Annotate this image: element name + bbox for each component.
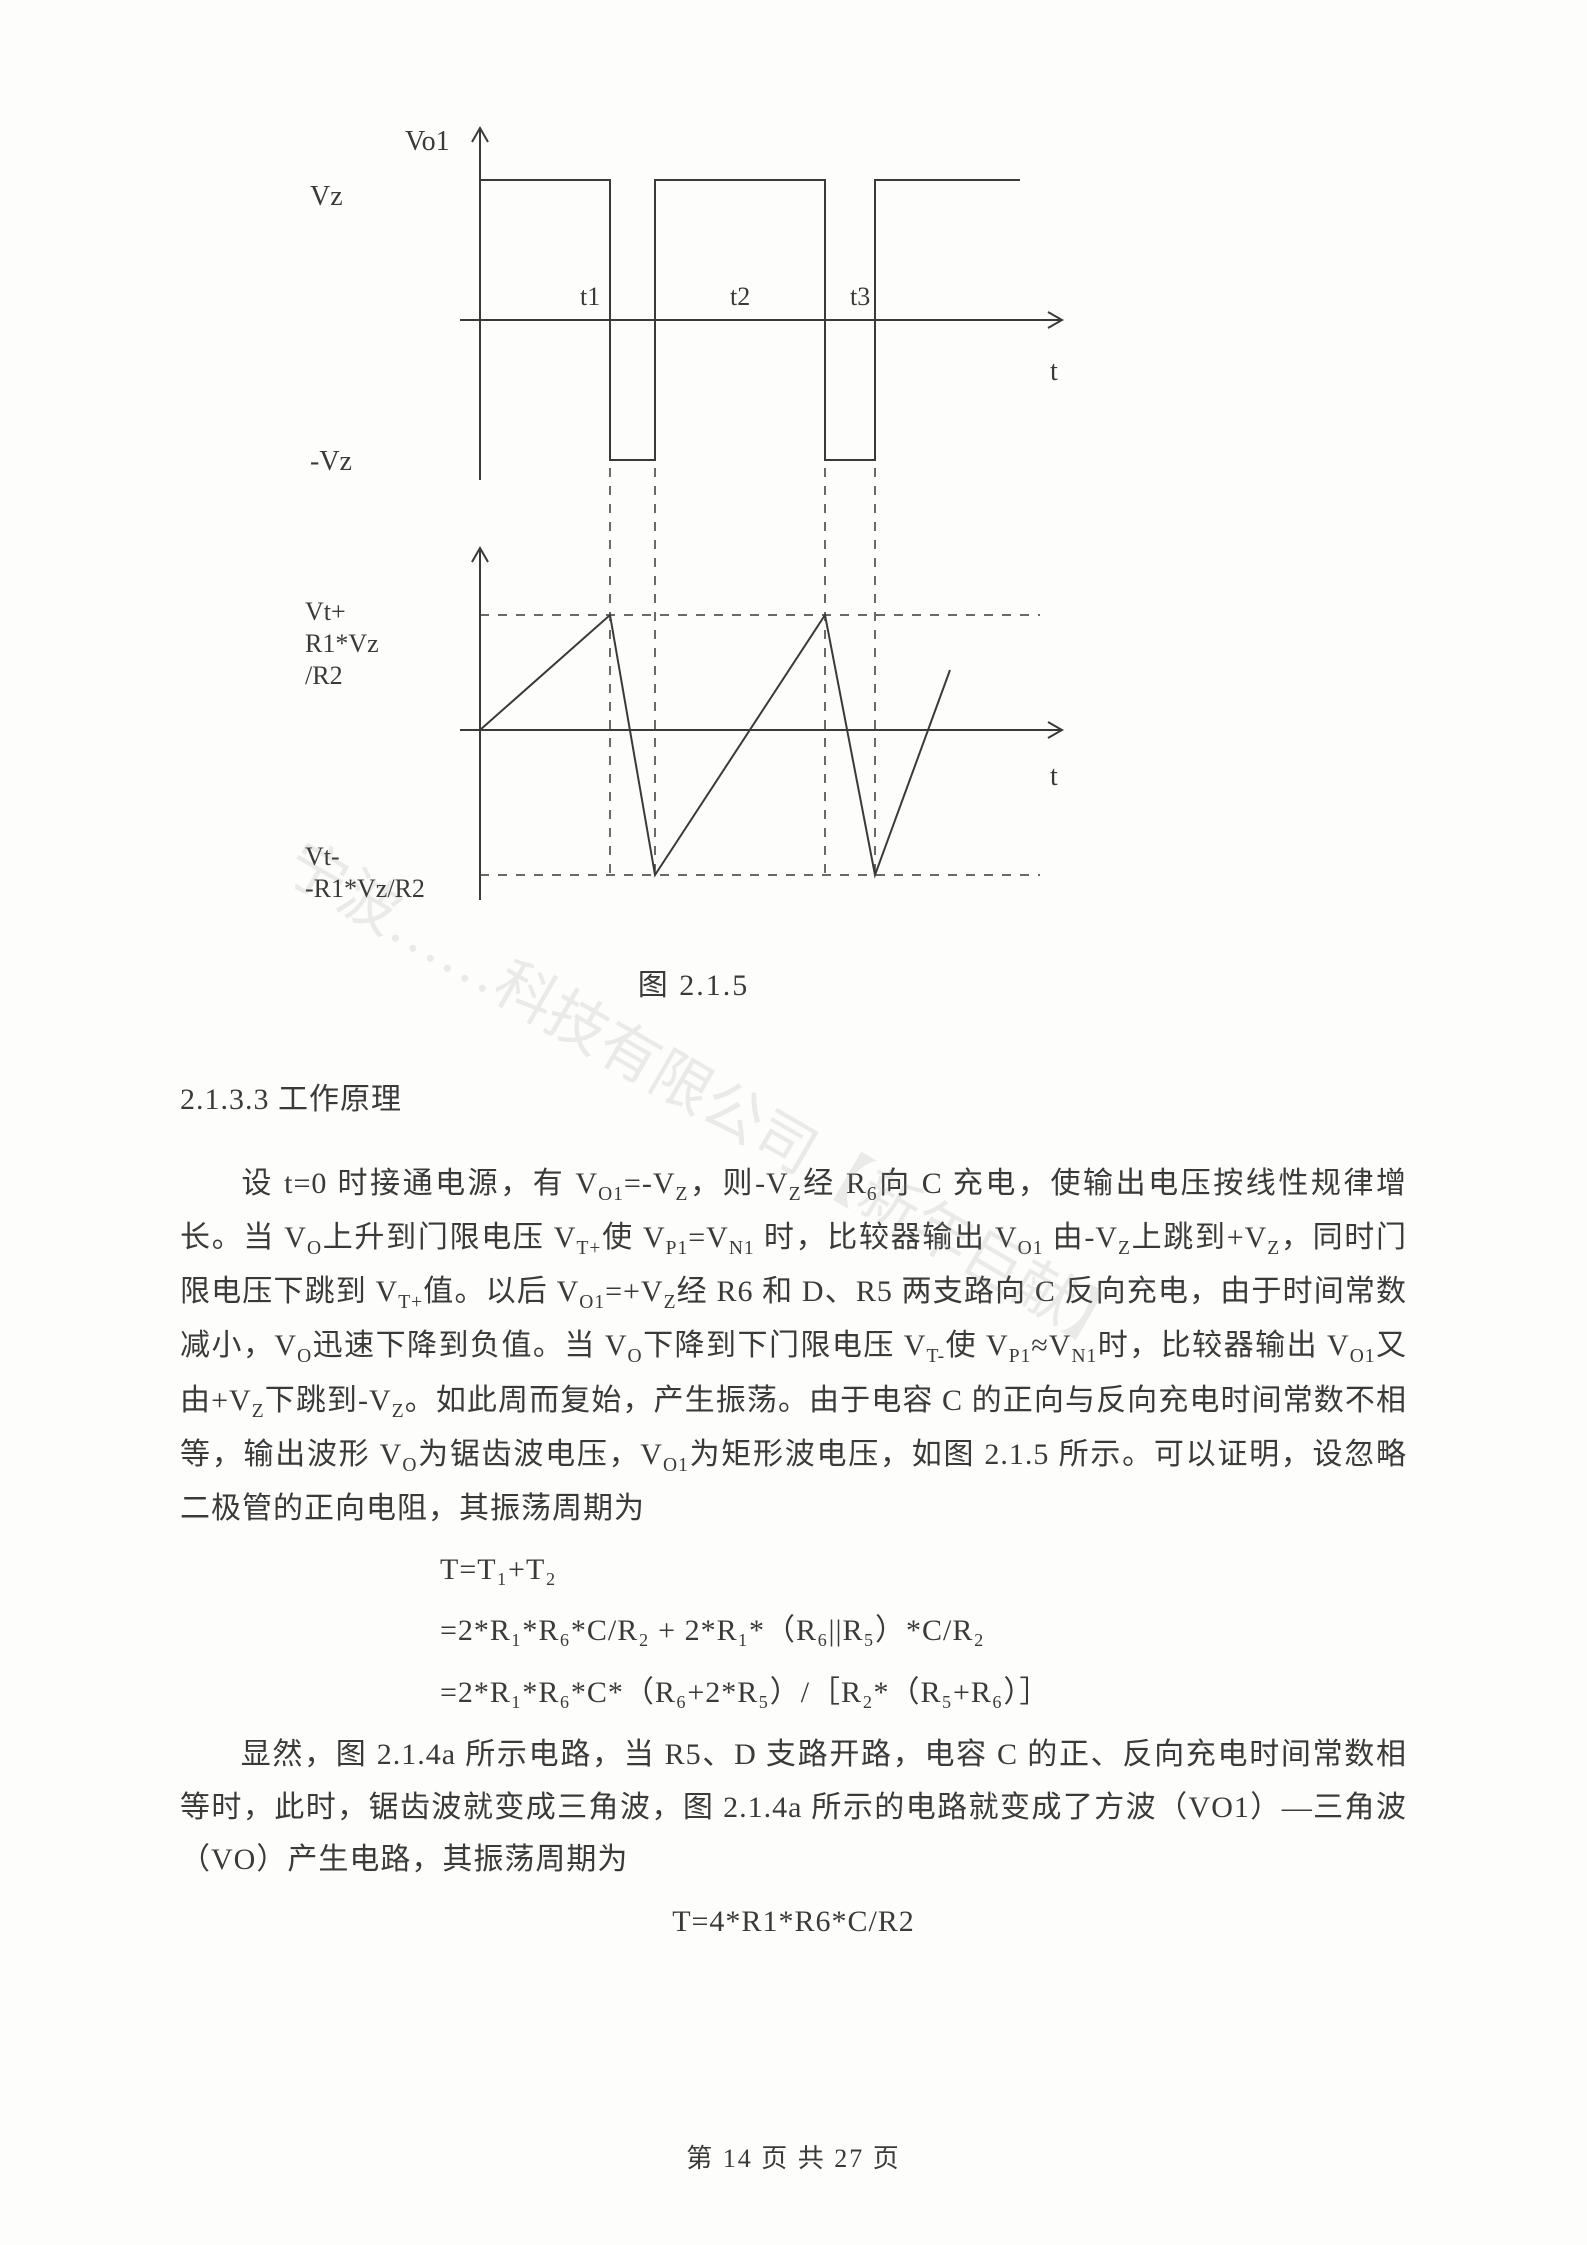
svg-text:Vo1: Vo1: [405, 126, 450, 157]
svg-text:R1*Vz: R1*Vz: [305, 629, 379, 658]
section-heading: 2.1.3.3 工作原理: [180, 1074, 1407, 1118]
svg-text:t: t: [1050, 761, 1058, 792]
document-page: 宁波……科技有限公司【新年巨献】 Vo1tVz-Vzt1t2t3tVt+R1*V…: [0, 0, 1587, 2245]
paragraph-1: 设 t=0 时接通电源，有 VO1=-VZ，则-VZ经 R6向 C 充电，使输出…: [180, 1158, 1407, 1535]
paragraph-2: 显然，图 2.1.4a 所示电路，当 R5、D 支路开路，电容 C 的正、反向充…: [180, 1729, 1407, 1887]
waveform-diagram: Vo1 t Vz -Vz t1 t2 t3 t Vt+ R1*Vz/R2 Vt- -R1*Vz/R2: [260, 120, 1160, 950]
svg-text:t3: t3: [850, 282, 870, 311]
paragraph-1-text: 设 t=0 时接通电源，有 VO1=-VZ，则-VZ经 R6向 C 充电，使输出…: [180, 1167, 1407, 1525]
paragraph-2-text: 显然，图 2.1.4a 所示电路，当 R5、D 支路开路，电容 C 的正、反向充…: [180, 1738, 1407, 1876]
svg-text:Vt-: Vt-: [305, 842, 340, 871]
formula-2: =2*R₁*R₆*C/R₂ + 2*R₁*（R₆||R₅）*C/R₂: [440, 1605, 1407, 1649]
page-footer: 第 14 页 共 27 页: [0, 2138, 1587, 2175]
section-title: 工作原理: [278, 1083, 402, 1116]
svg-text:Vz: Vz: [310, 181, 343, 212]
figure-2-1-5: Vo1 t Vz -Vz t1 t2 t3 t Vt+ R1*Vz/R2 Vt- -R1*Vz/R2: [260, 120, 1160, 950]
svg-text:t2: t2: [730, 282, 750, 311]
svg-text:Vt+: Vt+: [305, 597, 346, 626]
figure-caption: 图 2.1.5: [180, 960, 1407, 1004]
svg-text:-R1*Vz/R2: -R1*Vz/R2: [305, 874, 425, 903]
formula-final: T=4*R1*R6*C/R2: [180, 1905, 1407, 1939]
svg-text:t: t: [1050, 356, 1058, 387]
formula-1: T=T₁+T₂: [440, 1553, 1407, 1587]
formula-3: =2*R₁*R₆*C*（R₆+2*R₅）/［R₂*（R₅+R₆）］: [440, 1667, 1407, 1711]
svg-text:-Vz: -Vz: [310, 446, 352, 477]
svg-text:/R2: /R2: [305, 661, 343, 690]
svg-text:t1: t1: [580, 282, 600, 311]
footer-text: 第 14 页 共 27 页: [686, 2144, 901, 2173]
section-number: 2.1.3.3: [180, 1083, 270, 1116]
